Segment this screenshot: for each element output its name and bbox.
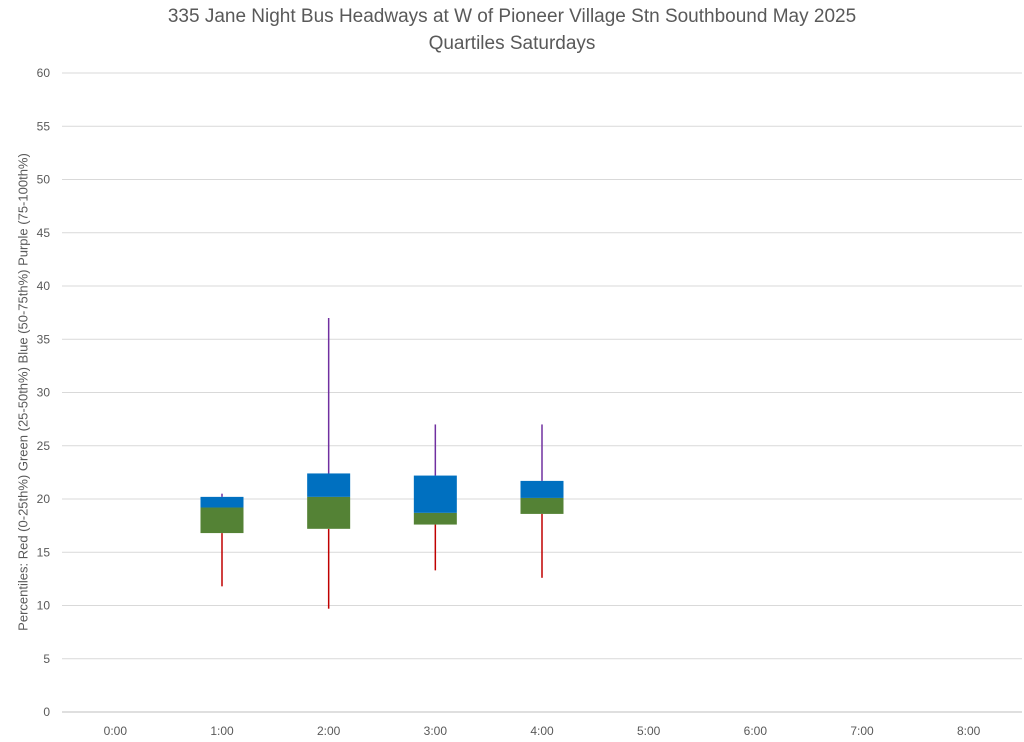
box-upper-blue — [520, 480, 564, 498]
gridlines — [62, 72, 1022, 713]
x-tick-label: 6:00 — [744, 724, 768, 738]
x-tick-label: 3:00 — [424, 724, 448, 738]
box-lower-green — [413, 512, 457, 525]
x-tick-label: 1:00 — [210, 724, 234, 738]
y-tick-labels: 0 5 10 15 20 25 30 35 40 45 50 55 60 — [37, 66, 51, 719]
x-tick-labels: 0:00 1:00 2:00 3:00 4:00 5:00 6:00 7:00 8:00 — [104, 724, 981, 738]
box-lower-green — [200, 507, 244, 534]
box-marks — [200, 317, 564, 609]
box-upper-blue — [413, 475, 457, 513]
y-tick-label: 50 — [37, 173, 51, 187]
y-tick-label: 35 — [37, 332, 51, 346]
y-tick-label: 45 — [37, 226, 51, 240]
x-tick-label: 2:00 — [317, 724, 341, 738]
box-upper-blue — [307, 473, 351, 497]
x-tick-label: 8:00 — [957, 724, 981, 738]
x-tick-label: 5:00 — [637, 724, 661, 738]
box-lower-green — [520, 497, 564, 514]
y-tick-label: 60 — [37, 66, 51, 80]
chart-subtitle: Quartiles Saturdays — [428, 33, 596, 54]
x-tick-label: 0:00 — [104, 724, 128, 738]
x-tick-label: 4:00 — [530, 724, 554, 738]
y-tick-label: 40 — [37, 279, 51, 293]
y-tick-label: 30 — [37, 386, 51, 400]
y-tick-label: 10 — [37, 599, 51, 613]
box-upper-blue — [200, 496, 244, 508]
y-tick-label: 15 — [37, 545, 51, 559]
y-tick-label: 55 — [37, 119, 51, 133]
y-tick-label: 25 — [37, 439, 51, 453]
y-tick-label: 20 — [37, 492, 51, 506]
y-tick-label: 0 — [43, 705, 50, 719]
chart-title: 335 Jane Night Bus Headways at W of Pion… — [167, 6, 857, 27]
x-tick-label: 7:00 — [850, 724, 874, 738]
y-tick-label: 5 — [43, 652, 50, 666]
box-lower-green — [307, 496, 351, 529]
